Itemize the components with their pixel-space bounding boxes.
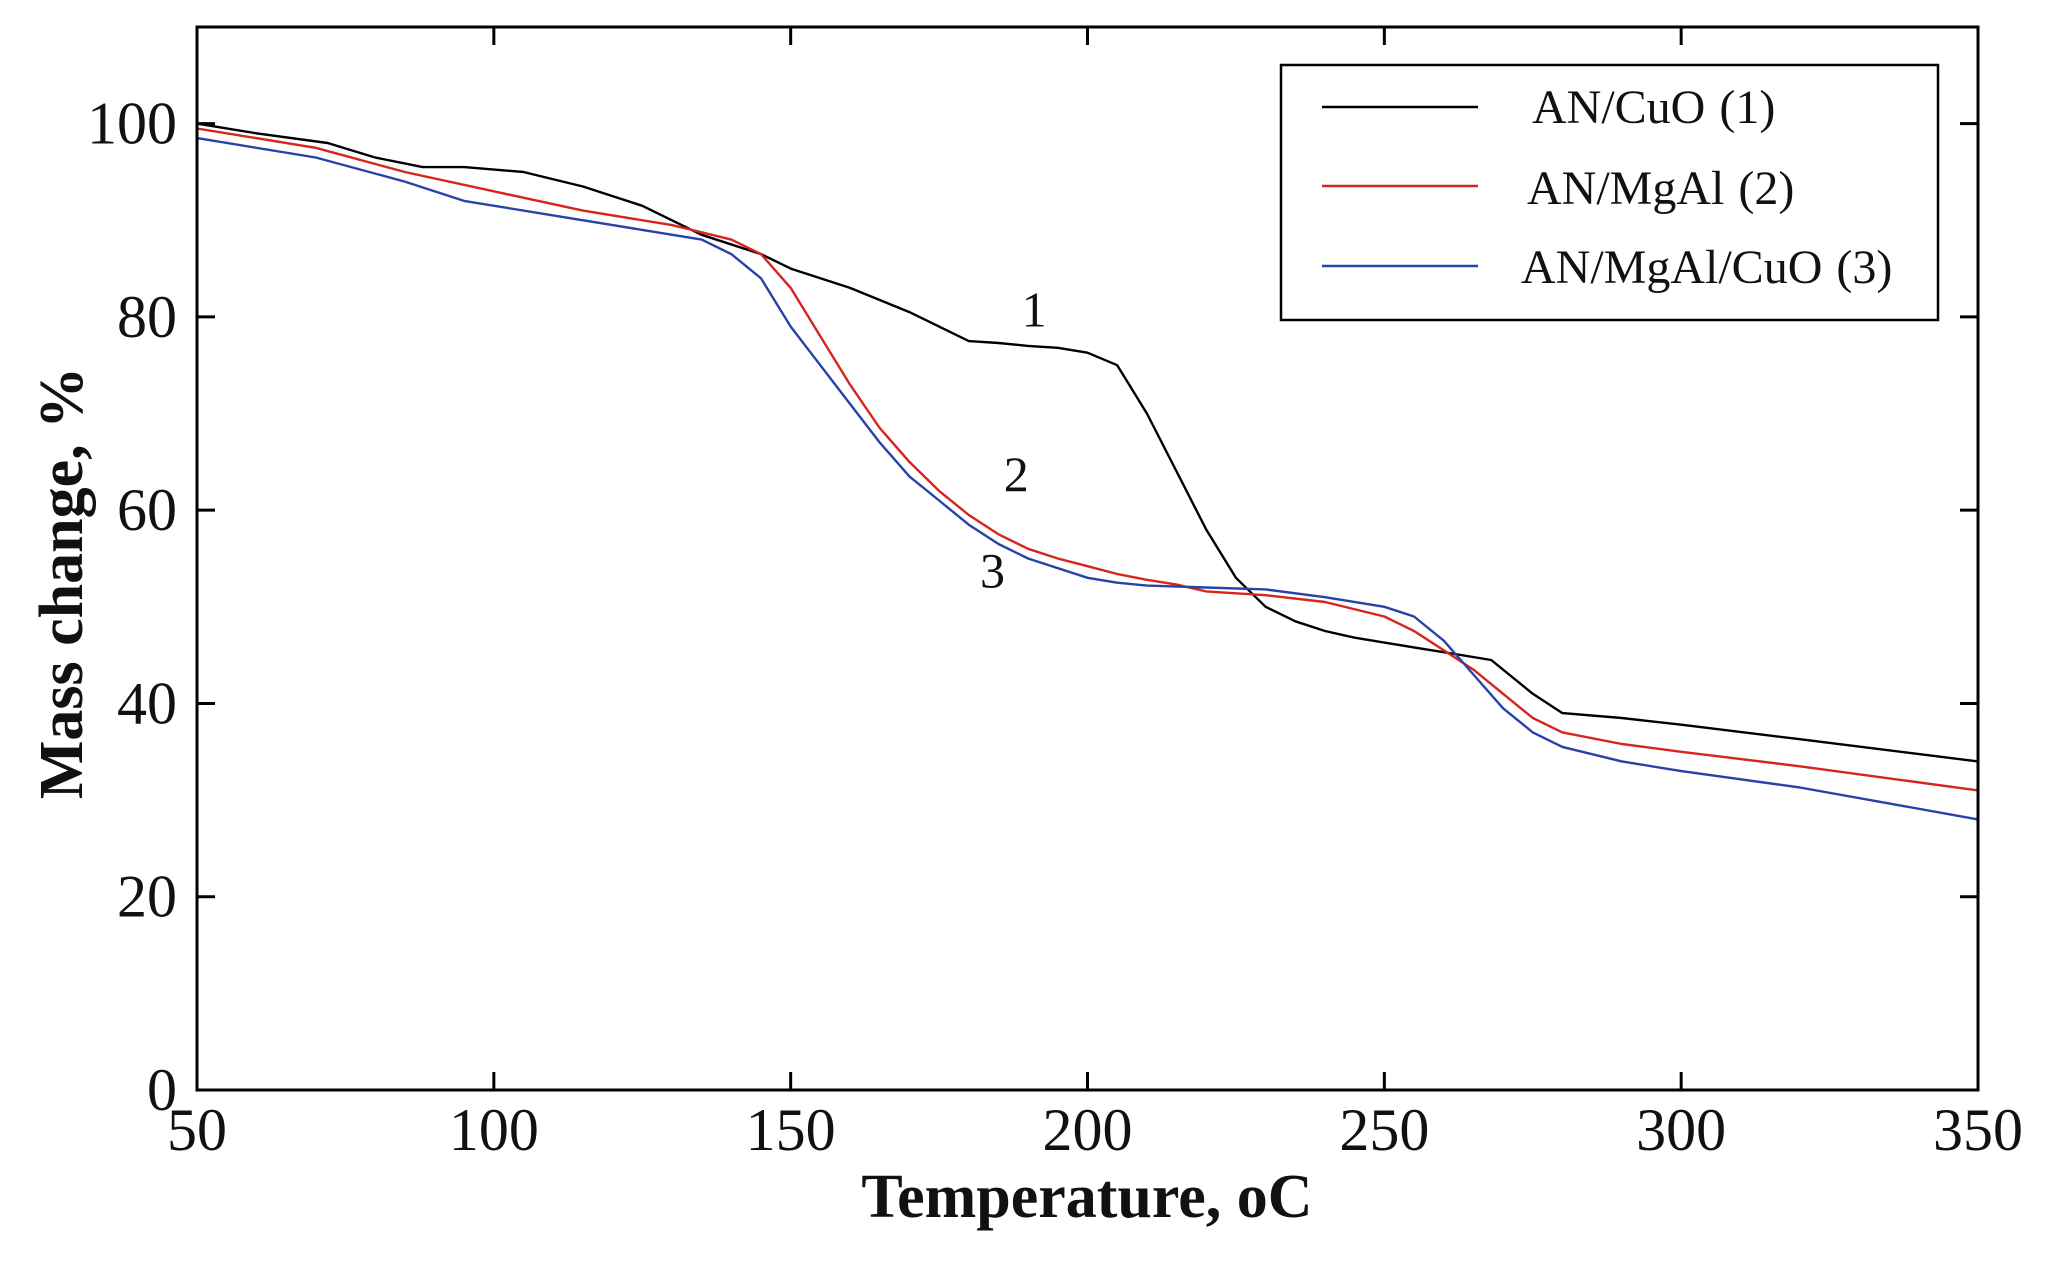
ticks-layer: 50 100 150 200 250 300 350 0 20 40 60 80 100 — [87, 27, 2023, 1163]
y-tick-label-100: 100 — [87, 91, 177, 157]
series-layer — [195, 122, 1980, 821]
y-axis-title: Mass change, % — [28, 367, 96, 799]
legend-num-an-mgal: (2) — [1738, 162, 1794, 215]
curve-labels: 1 2 3 — [980, 282, 1047, 599]
x-axis-unit: oC — [1237, 1163, 1313, 1231]
y-tick-label-60: 60 — [117, 477, 177, 543]
curve-label-3: 3 — [980, 542, 1005, 598]
legend-main-an-mgal-cuo: AN/MgAl/CuO — [1521, 241, 1822, 294]
legend-label-an-mgal: AN/MgAl (2) — [1527, 162, 1794, 215]
legend-num-an-mgal-cuo: (3) — [1836, 241, 1892, 294]
series-line-2 — [195, 127, 1980, 792]
x-tick-label-150: 150 — [746, 1097, 836, 1163]
y-tick-label-0: 0 — [147, 1057, 177, 1123]
legend: AN/CuO (1) AN/MgAl (2) AN/MgAl/CuO (3) — [1279, 63, 1940, 322]
legend-num-an-cuo: (1) — [1719, 81, 1775, 134]
curve-label-1: 1 — [1022, 282, 1047, 338]
y-tick-label-40: 40 — [117, 670, 177, 736]
plot-area: 50 100 150 200 250 300 350 0 20 40 60 80 100 — [87, 25, 2023, 1163]
x-axis-title-text: Temperature, — [861, 1163, 1236, 1231]
y-tick-label-20: 20 — [117, 864, 177, 930]
legend-label-an-cuo: AN/CuO (1) — [1532, 81, 1775, 134]
y-tick-label-80: 80 — [117, 284, 177, 350]
series-line-1 — [195, 122, 1980, 763]
series-line-3 — [195, 136, 1980, 821]
legend-label-an-mgal-cuo: AN/MgAl/CuO (3) — [1521, 241, 1892, 294]
legend-main-an-mgal: AN/MgAl — [1527, 162, 1724, 215]
x-axis-title: Temperature, oC — [861, 1163, 1312, 1231]
legend-main-an-cuo: AN/CuO — [1532, 81, 1705, 134]
x-tick-label-300: 300 — [1636, 1097, 1726, 1163]
x-tick-label-100: 100 — [449, 1097, 539, 1163]
curve-label-2: 2 — [1004, 446, 1029, 502]
x-tick-label-250: 250 — [1339, 1097, 1429, 1163]
x-tick-label-50: 50 — [167, 1097, 227, 1163]
x-tick-label-200: 200 — [1043, 1097, 1133, 1163]
x-tick-label-350: 350 — [1933, 1097, 2023, 1163]
